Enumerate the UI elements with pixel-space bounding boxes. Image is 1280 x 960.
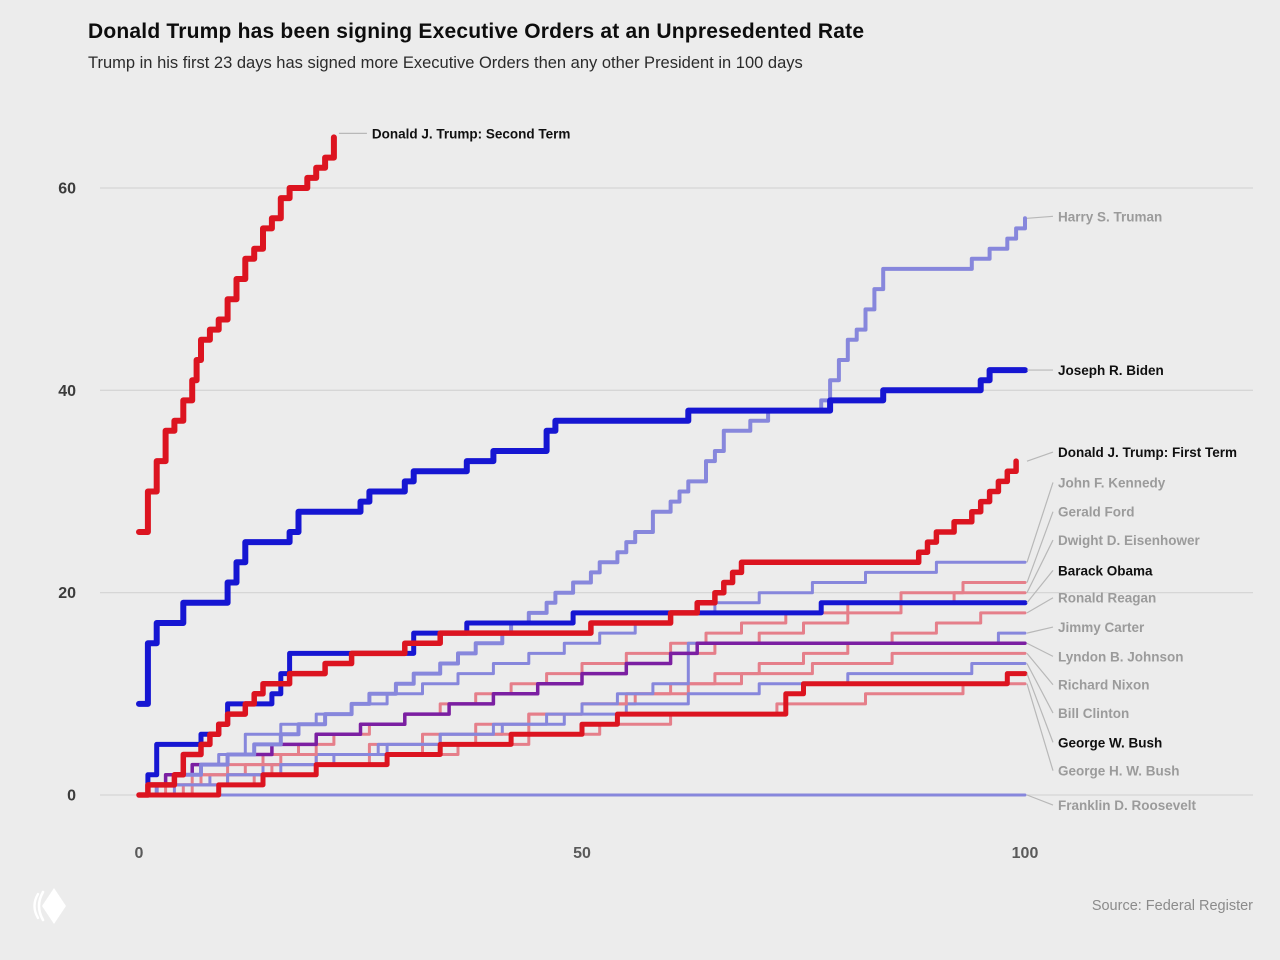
leader-line-ghwbush xyxy=(1026,683,1054,771)
diamond-logo-icon xyxy=(33,888,66,924)
leader-line-fdr xyxy=(1026,794,1054,806)
chart-subtitle: Trump in his first 23 days has signed mo… xyxy=(88,54,803,72)
president-label-fdr: Franklin D. Roosevelt xyxy=(1058,798,1197,813)
chart-title: Donald Trump has been signing Executive … xyxy=(88,20,865,43)
president-line-kennedy xyxy=(137,560,1027,797)
y-axis-tick-0: 0 xyxy=(67,788,76,805)
president-line-truman xyxy=(137,216,1027,797)
president-line-trump2 xyxy=(136,134,337,535)
president-label-reagan: Ronald Reagan xyxy=(1058,591,1156,606)
x-axis-tick-0: 0 xyxy=(135,845,144,862)
leader-line-gwbush xyxy=(1026,673,1054,743)
x-axis-tick-100: 100 xyxy=(1012,845,1039,862)
president-line-trump1 xyxy=(136,458,1019,798)
president-label-truman: Harry S. Truman xyxy=(1058,209,1162,224)
president-label-obama: Barack Obama xyxy=(1058,563,1153,578)
president-label-johnson: Lyndon B. Johnson xyxy=(1058,649,1184,664)
leader-line-eisenhower xyxy=(1026,539,1054,593)
leader-line-kennedy xyxy=(1026,482,1054,563)
leader-line-clinton xyxy=(1026,663,1054,714)
president-label-clinton: Bill Clinton xyxy=(1058,706,1129,721)
leader-line-reagan xyxy=(1026,597,1054,614)
leader-line-truman xyxy=(1026,215,1054,219)
president-line-gwbush xyxy=(136,671,1028,798)
president-label-kennedy: John F. Kennedy xyxy=(1058,475,1166,490)
president-label-ghwbush: George H. W. Bush xyxy=(1058,764,1180,779)
leader-line-carter xyxy=(1026,626,1054,634)
y-axis-tick-40: 40 xyxy=(58,383,76,400)
president-label-ford: Gerald Ford xyxy=(1058,505,1135,520)
leader-line-ford xyxy=(1026,511,1054,583)
chart-header: Donald Trump has been signing Executive … xyxy=(88,20,1188,73)
x-axis-tick-50: 50 xyxy=(573,845,591,862)
source-note: Source: Federal Register xyxy=(1091,898,1253,914)
leader-line-obama xyxy=(1026,570,1054,604)
president-line-ghwbush xyxy=(137,682,1027,797)
president-label-trump1: Donald J. Trump: First Term xyxy=(1058,445,1237,460)
y-axis-tick-60: 60 xyxy=(58,180,76,197)
president-line-obama xyxy=(136,600,1028,798)
president-label-trump2: Donald J. Trump: Second Term xyxy=(372,126,571,141)
leader-line-johnson xyxy=(1026,642,1054,657)
president-label-carter: Jimmy Carter xyxy=(1058,620,1145,635)
president-label-biden: Joseph R. Biden xyxy=(1058,363,1164,378)
president-label-gwbush: George W. Bush xyxy=(1058,735,1162,750)
leader-line-nixon xyxy=(1026,652,1054,686)
president-label-eisenhower: Dwight D. Eisenhower xyxy=(1058,533,1201,548)
leader-line-trump1 xyxy=(1026,451,1054,462)
y-axis-tick-20: 20 xyxy=(58,585,76,602)
president-label-nixon: Richard Nixon xyxy=(1058,678,1150,693)
president-line-biden xyxy=(136,367,1028,707)
